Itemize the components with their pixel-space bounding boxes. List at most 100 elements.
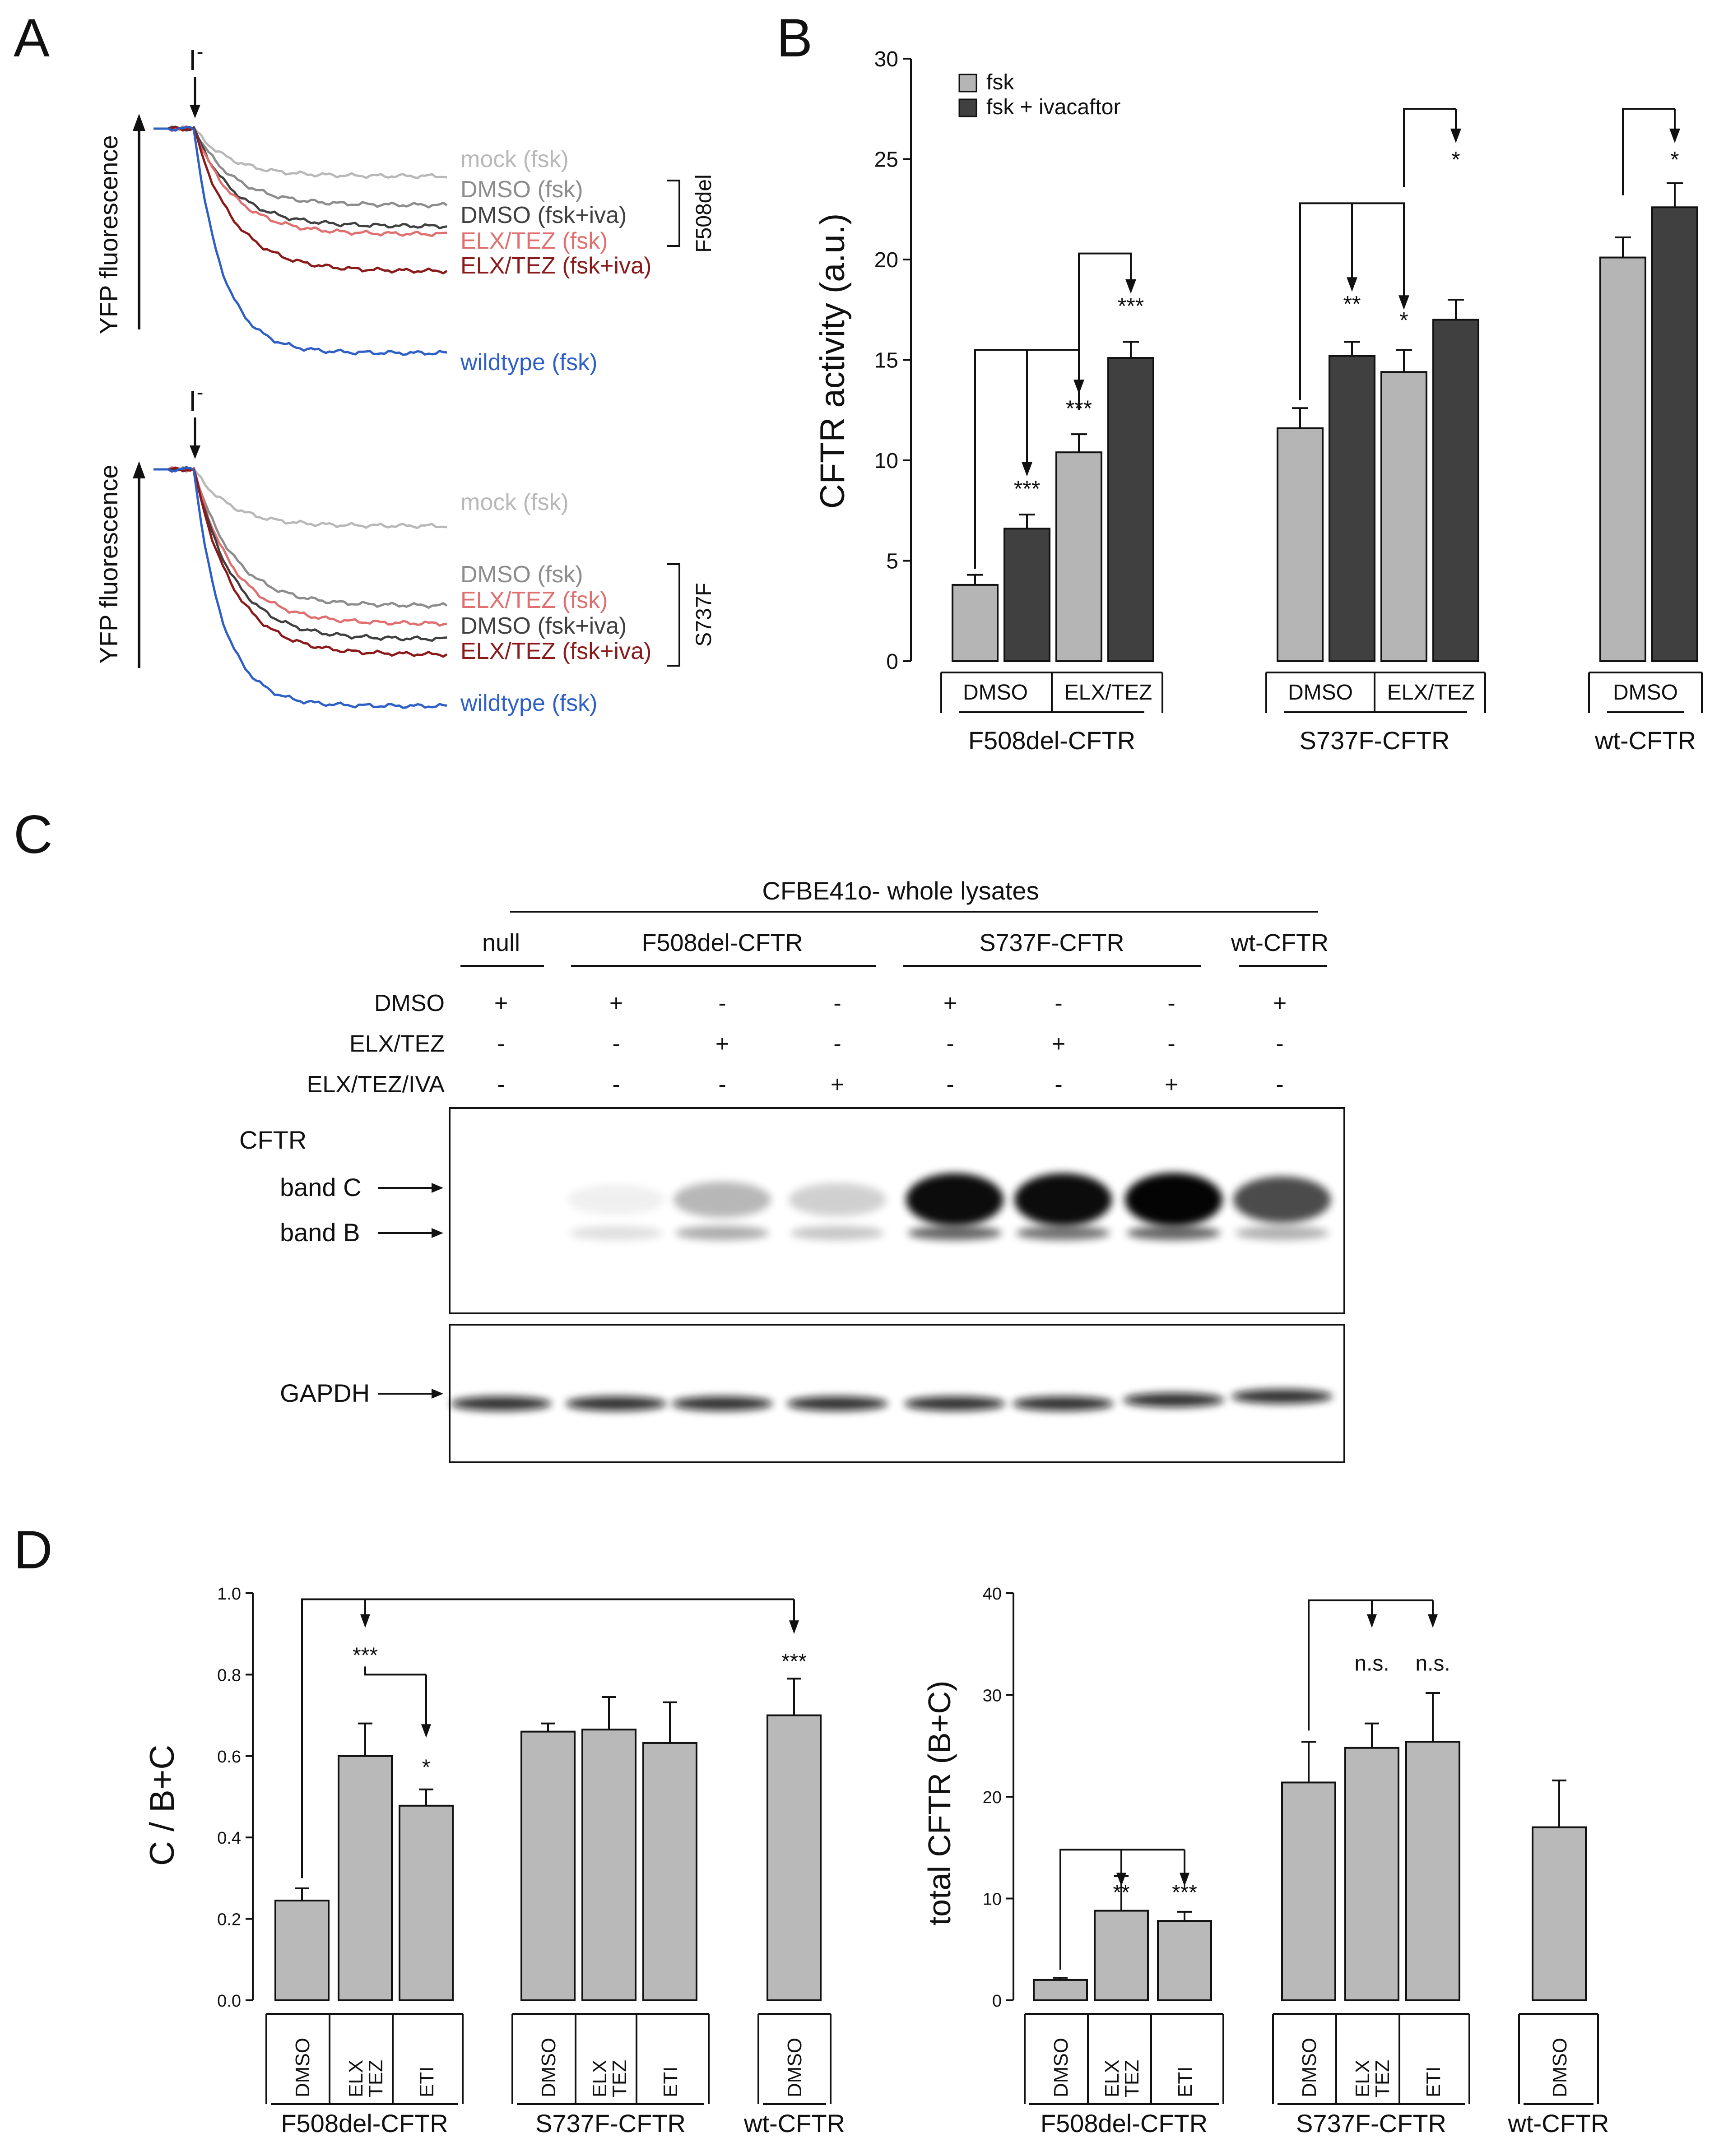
lane-group-label: null (482, 929, 520, 956)
panel-b-bar-fsk (1277, 427, 1324, 662)
panel-d-ytick-label: 30 (983, 1687, 1002, 1706)
legend-swatch (958, 74, 977, 93)
treatment-mark: + (609, 990, 623, 1016)
sig-bracket (364, 1666, 426, 1676)
panel-a-top-y-arrowhead (133, 114, 145, 131)
gapdh-band (1123, 1393, 1224, 1407)
panel-a-letter: A (14, 8, 50, 68)
panel-b-group-label: S737F-CFTR (1300, 726, 1450, 755)
sig-bracket (1403, 108, 1456, 187)
sig-arrowhead (1180, 1873, 1189, 1887)
panel-b-y-axis: 0 5 10 15 20 25 30 (874, 47, 912, 674)
panel-a-top-iodide-arrowhead (190, 105, 200, 118)
gapdh-blot (449, 1324, 1345, 1463)
trace-label-elx_fsk: ELX/TEZ (fsk) (460, 228, 608, 254)
band-b-arrowhead (432, 1228, 443, 1238)
treatment-mark: - (1055, 1071, 1062, 1098)
panel-c-treatment-table: DMSO + + - - + - - + ELX/TEZ - - + - - + - - ELX/TEZ/IVA - -… (307, 990, 1287, 1098)
treatment-mark: - (1276, 1031, 1283, 1057)
gapdh-blot-frame (449, 1324, 1345, 1463)
panel-d-ytick-label: 10 (983, 1890, 1002, 1909)
panel-d-bar-label: DMSO (784, 2038, 806, 2097)
panel-a-bottom-bracket-label: S737F (692, 583, 716, 646)
treatment-mark: - (833, 990, 841, 1016)
panel-c: C CFBE41o- whole lysates null F508del-CFT… (14, 804, 1345, 1463)
sig-arrowhead (1022, 462, 1032, 477)
panel-d-ytick-label: 0.8 (217, 1666, 241, 1685)
panel-a-top-iodide-label: I- (189, 41, 203, 76)
panel-b-bar-fsk (952, 584, 999, 663)
gapdh-band (672, 1396, 773, 1411)
treatment-mark: - (497, 1071, 505, 1098)
legend-label: fsk + ivacaftor (986, 95, 1120, 119)
treatment-mark: - (946, 1031, 954, 1057)
panel-b-ytick-label: 0 (886, 650, 898, 674)
sig-arrowhead (1125, 279, 1136, 294)
panel-d-bar-label: DMSO (292, 2038, 314, 2097)
gapdh-band (451, 1396, 552, 1411)
treatment-mark: - (1055, 990, 1062, 1016)
gapdh-band (1013, 1396, 1114, 1411)
sig-arrowhead (1669, 128, 1680, 143)
panel-d-bar-label: DMSO (1549, 2038, 1571, 2097)
panel-d-bar (274, 1900, 330, 2001)
panel-a-bottom-iodide-label: I- (189, 381, 203, 417)
sig-arrowhead (421, 1724, 431, 1738)
treatment-mark: - (946, 1071, 954, 1098)
panel-d-bar (767, 1714, 822, 2002)
sig-arrowhead (1398, 295, 1409, 310)
lane-group-label: S737F-CFTR (979, 929, 1124, 956)
panel-a-top-traces (153, 125, 448, 356)
band-b (1235, 1226, 1329, 1240)
treatment-row-label: ELX/TEZ/IVA (307, 1071, 445, 1098)
gapdh-band (1231, 1389, 1333, 1404)
panel-d-bar (642, 1742, 697, 2002)
sig-stars: * (1399, 307, 1408, 333)
legend-label: fsk (986, 70, 1014, 94)
panel-d-bar (520, 1730, 576, 2001)
panel-a-top-bracket-label: F508del (692, 174, 716, 252)
panel-d-bar (1532, 1826, 1587, 2001)
panel-a-bottom-labels: mock (fsk) DMSO (fsk)ELX/TEZ (fsk)DMSO (f… (460, 489, 651, 716)
panel-c-letter: C (14, 804, 53, 865)
sig-bracket (1308, 1599, 1433, 1731)
panel-d-bar-label: ELXTEZ (589, 2060, 631, 2097)
panel-d-bar (338, 1755, 393, 2002)
panel-b-letter: B (776, 8, 813, 68)
panel-b-bar-iva (1651, 206, 1698, 662)
trace-elx_fsk (153, 466, 447, 627)
panel-d-ytick-label: 0 (992, 1992, 1002, 2011)
panel-b-bar-iva (1107, 357, 1154, 662)
band-c-label: band C (280, 1173, 362, 1201)
panel-d-bar-label: ELXTEZ (1101, 2060, 1143, 2097)
trace-label-dmso_fsk: DMSO (fsk) (460, 176, 583, 203)
sig-arrowhead (789, 1620, 799, 1634)
panel-a-top: YFP fluorescence I- mock (fsk) DMSO (fsk)… (94, 41, 716, 376)
sig-arrowhead (1428, 1614, 1438, 1628)
panel-b-bar-iva (1432, 319, 1479, 662)
panel-d-group-label: S737F-CFTR (535, 2109, 686, 2137)
panel-b-group-label: wt-CFTR (1594, 726, 1696, 755)
sig-stars: * (1670, 147, 1679, 172)
panel-d-bar-label: ELXTEZ (345, 2060, 387, 2097)
band-b (908, 1226, 1002, 1240)
gapdh-bands (451, 1389, 1333, 1411)
trace-label-mock: mock (fsk) (460, 489, 569, 515)
panel-b-bar-iva (1004, 528, 1050, 663)
band-c (1233, 1176, 1331, 1223)
panel-b-bar-iva (1329, 355, 1375, 662)
treatment-mark: - (718, 990, 726, 1016)
sig-stars: *** (1014, 476, 1040, 501)
panel-d-group-label: wt-CFTR (1508, 2109, 1609, 2137)
panel-d-bar-label: DMSO (1050, 2038, 1072, 2097)
panel-b-bar-fsk (1055, 451, 1102, 662)
panel-d-left-ylabel: C / B+C (143, 1745, 181, 1866)
gapdh-arrowhead (432, 1389, 443, 1399)
treatment-mark: + (1165, 1071, 1178, 1098)
trace-elx_iva (153, 467, 448, 658)
panel-b-bar-fsk (1599, 256, 1646, 662)
band-c (567, 1184, 665, 1215)
panel-d-letter: D (14, 1520, 53, 1580)
sig-arrowhead (1116, 1873, 1126, 1887)
gapdh-label: GAPDH (280, 1379, 370, 1407)
